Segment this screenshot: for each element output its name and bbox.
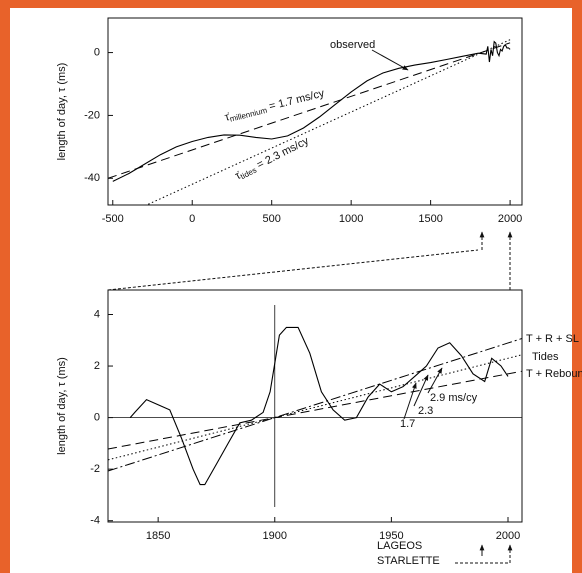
line-series bbox=[108, 338, 522, 472]
x-tick-label: 500 bbox=[263, 213, 281, 225]
annotation: LAGEOS bbox=[377, 540, 422, 552]
series-label: T + Rebound bbox=[526, 368, 582, 380]
connectors bbox=[107, 231, 513, 564]
y-axis-label: length of day, τ (ms) bbox=[56, 357, 68, 455]
axes-box bbox=[107, 17, 523, 206]
y-tick-label: -4 bbox=[90, 515, 100, 527]
annotation-text: observed bbox=[330, 39, 375, 51]
y-tick-label: 0 bbox=[94, 412, 100, 424]
annotation-symbol: τ̇ bbox=[233, 169, 243, 182]
y-tick-label: -2 bbox=[90, 463, 100, 475]
x-tick-label: 1850 bbox=[146, 530, 170, 542]
annotation: STARLETTE bbox=[377, 555, 440, 567]
y-tick-label: 2 bbox=[94, 360, 100, 372]
line-series bbox=[108, 370, 522, 450]
annotation: 2.9 ms/cy bbox=[430, 392, 478, 404]
line-series bbox=[108, 42, 511, 179]
annotation: observed bbox=[330, 39, 375, 51]
annotation-arrows bbox=[371, 49, 443, 420]
x-tick-label: 1000 bbox=[339, 213, 363, 225]
x-tick-label: 2000 bbox=[496, 530, 520, 542]
x-tick-label: 0 bbox=[189, 213, 195, 225]
series-label: Tides bbox=[532, 351, 559, 363]
annotation-text: 2.3 bbox=[418, 405, 433, 417]
annotation-text: 1.7 bbox=[400, 418, 415, 430]
y-axis-label: length of day, τ (ms) bbox=[56, 63, 68, 161]
x-tick-label: 1500 bbox=[418, 213, 442, 225]
axes-box bbox=[107, 289, 523, 523]
line-series bbox=[145, 39, 511, 205]
series-label: T + R + SL bbox=[526, 333, 579, 345]
y-tick-label: -40 bbox=[84, 172, 100, 184]
x-tick-label: -500 bbox=[102, 213, 124, 225]
annotation-text: LAGEOS bbox=[377, 540, 422, 552]
y-tick-label: 4 bbox=[94, 308, 100, 320]
x-tick-label: 1900 bbox=[263, 530, 287, 542]
x-tick-label: 1950 bbox=[379, 530, 403, 542]
y-tick-label: -20 bbox=[84, 109, 100, 121]
line-series bbox=[112, 40, 511, 182]
annotation: 1.7 bbox=[400, 418, 415, 430]
line-series bbox=[129, 326, 509, 486]
annotation: 2.3 bbox=[418, 405, 433, 417]
y-tick-label: 0 bbox=[94, 46, 100, 58]
annotation-symbol: τ̇ bbox=[224, 111, 232, 124]
x-tick-label: 2000 bbox=[498, 213, 522, 225]
plot-area bbox=[108, 326, 522, 486]
annotation-text: STARLETTE bbox=[377, 555, 440, 567]
plot-area bbox=[108, 39, 511, 205]
annotation-text: 2.9 ms/cy bbox=[430, 392, 478, 404]
